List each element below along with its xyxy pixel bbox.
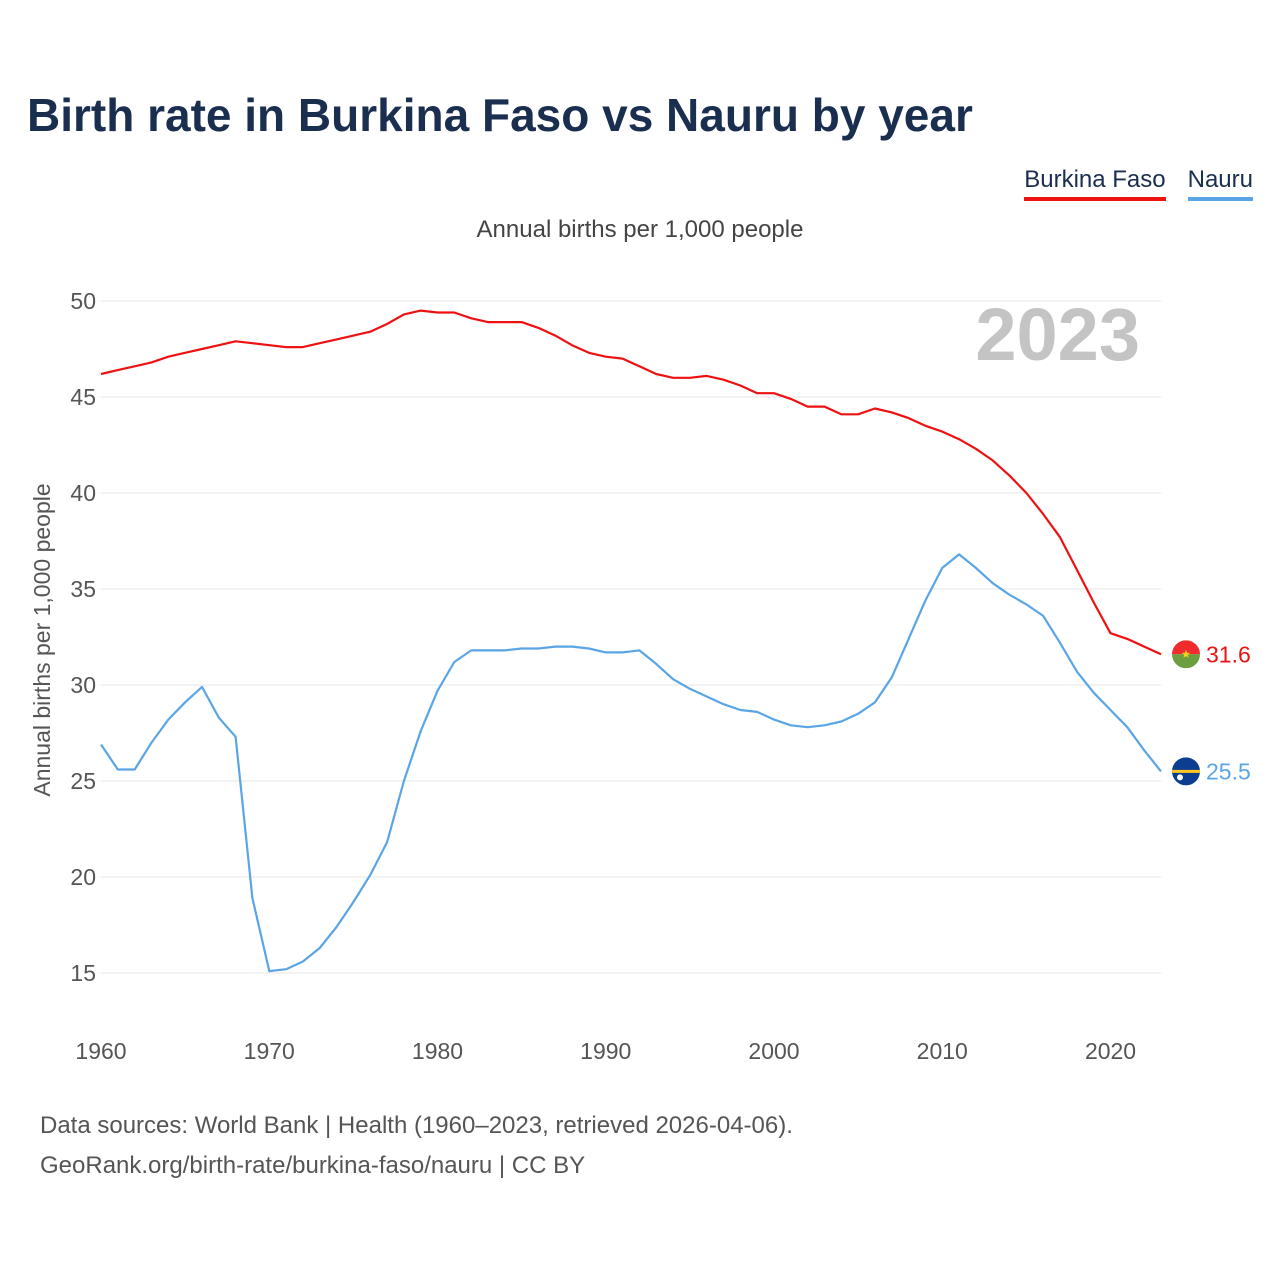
burkina-faso-flag-icon: [1172, 640, 1200, 669]
x-tick-label: 2000: [748, 1038, 799, 1064]
chart-title: Birth rate in Burkina Faso vs Nauru by y…: [27, 89, 973, 141]
y-tick-label: 20: [70, 864, 96, 890]
x-tick-label: 1980: [412, 1038, 463, 1064]
series-line-nauru: [100, 553, 1162, 973]
y-tick-label: 50: [70, 288, 96, 314]
x-tick-label: 2010: [917, 1038, 968, 1064]
series-line-burkina-faso: [100, 309, 1162, 656]
chart-subtitle: Annual births per 1,000 people: [476, 216, 804, 243]
legend: Burkina Faso Nauru: [1024, 166, 1253, 201]
source-url-text: GeoRank.org/birth-rate/burkina-faso/naur…: [40, 1152, 586, 1179]
data-source-text: Data sources: World Bank | Health (1960–…: [40, 1112, 793, 1139]
x-axis-ticks: 1960 1970 1980 1990 2000 2010 2020: [75, 1038, 1136, 1064]
year-watermark: 2023: [975, 293, 1140, 376]
x-tick-label: 1970: [244, 1038, 295, 1064]
end-label-nauru: 25.5: [1206, 758, 1251, 784]
y-tick-label: 15: [70, 960, 96, 986]
y-tick-label: 35: [70, 576, 96, 602]
x-tick-label: 1960: [75, 1038, 126, 1064]
legend-item-burkina-faso[interactable]: Burkina Faso: [1024, 166, 1166, 201]
legend-item-nauru[interactable]: Nauru: [1187, 166, 1253, 201]
series-lines: [100, 309, 1162, 973]
x-tick-label: 2020: [1085, 1038, 1136, 1064]
y-axis-label: Annual births per 1,000 people: [29, 483, 55, 796]
footer: Data sources: World Bank | Health (1960–…: [40, 1106, 793, 1186]
nauru-flag-icon: [1172, 757, 1200, 786]
y-tick-label: 30: [70, 672, 96, 698]
end-label-burkina-faso: 31.6: [1206, 641, 1251, 667]
y-tick-label: 45: [70, 384, 96, 410]
y-tick-label: 40: [70, 480, 96, 506]
x-tick-label: 1990: [580, 1038, 631, 1064]
y-tick-label: 25: [70, 768, 96, 794]
y-axis-ticks: 15 20 25 30 35 40 45 50: [70, 288, 96, 986]
grid-lines: [101, 300, 1161, 974]
